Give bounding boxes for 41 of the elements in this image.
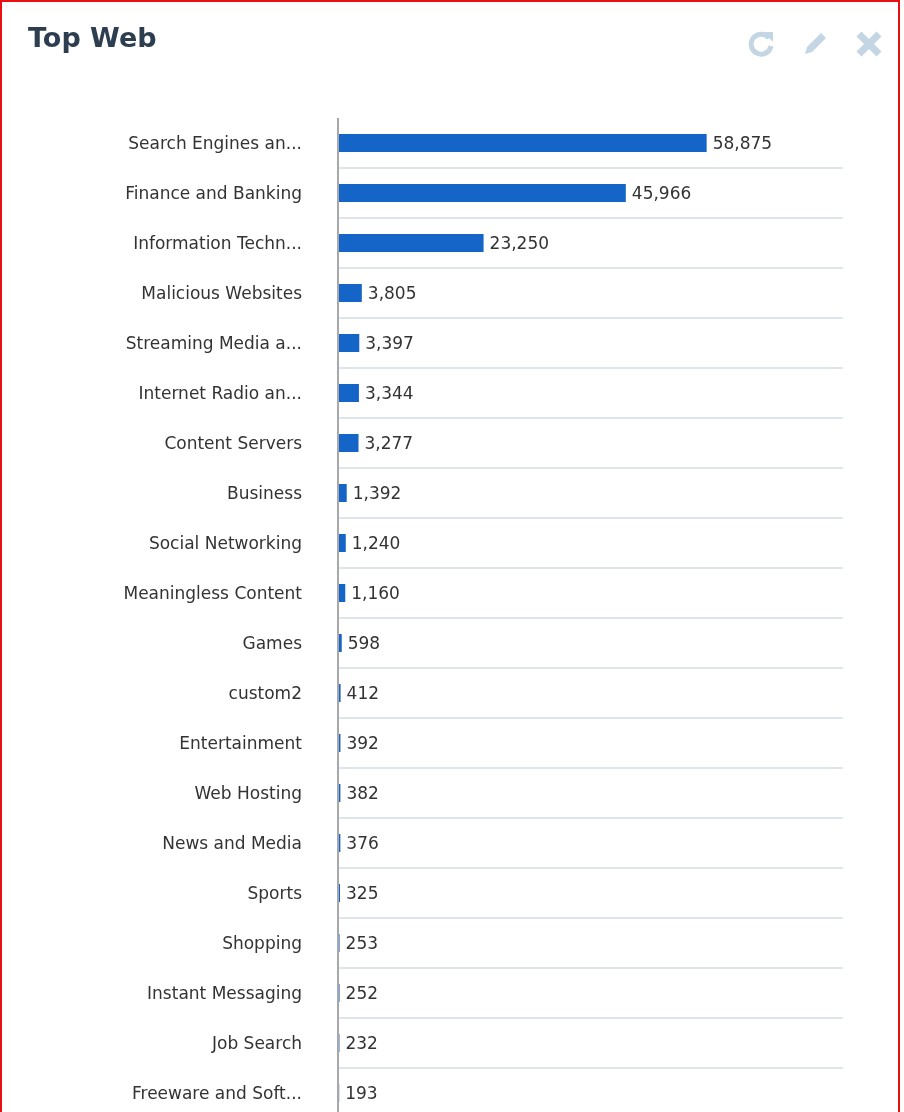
y-tick-label: Malicious Websites (141, 283, 303, 303)
y-tick-label: Meaningless Content (123, 583, 303, 603)
y-tick-label: Internet Radio an... (138, 383, 302, 403)
y-tick-label: Freeware and Soft... (131, 1083, 302, 1103)
data-label: 598 (347, 633, 381, 654)
data-label: 1,392 (352, 483, 402, 504)
y-tick-label: Games (242, 633, 303, 653)
y-tick-label: Social Networking (148, 533, 302, 553)
data-label: 3,397 (365, 333, 414, 354)
y-tick-label: Search Engines an... (128, 133, 302, 153)
y-tick-label: Sports (247, 883, 303, 903)
data-label: 376 (346, 833, 379, 854)
y-tick-label: Instant Messaging (147, 983, 302, 1003)
data-label: 3,277 (364, 433, 414, 454)
data-label: 253 (345, 933, 379, 954)
data-label: 325 (346, 883, 379, 904)
text: Top Web (28, 22, 157, 53)
y-tick-label: Web Hosting (194, 783, 302, 803)
y-tick-label: Finance and Banking (125, 183, 302, 203)
y-tick-label: Information Techn... (133, 233, 302, 253)
data-label: 193 (345, 1083, 378, 1104)
data-label: 3,344 (364, 383, 414, 404)
data-label: 45,966 (631, 183, 692, 204)
y-tick-label: Streaming Media a... (125, 333, 302, 353)
y-tick-label: Content Servers (164, 433, 303, 453)
y-tick-label: custom2 (228, 683, 302, 703)
y-tick-label: Job Search (210, 1033, 302, 1053)
data-label: 252 (345, 983, 379, 1004)
data-label: 382 (346, 783, 379, 804)
data-label: 412 (346, 683, 380, 704)
data-label: 1,160 (351, 583, 400, 604)
data-label: 392 (346, 733, 379, 754)
y-tick-label: News and Media (162, 833, 302, 853)
y-tick-label: Entertainment (179, 733, 303, 753)
data-label: 232 (345, 1033, 378, 1054)
data-label: 3,805 (367, 283, 417, 304)
y-tick-label: Business (227, 483, 303, 503)
data-label: 1,240 (351, 533, 401, 554)
y-tick-label: Shopping (222, 933, 302, 953)
data-label: 58,875 (712, 133, 773, 154)
data-label: 23,250 (489, 233, 550, 254)
